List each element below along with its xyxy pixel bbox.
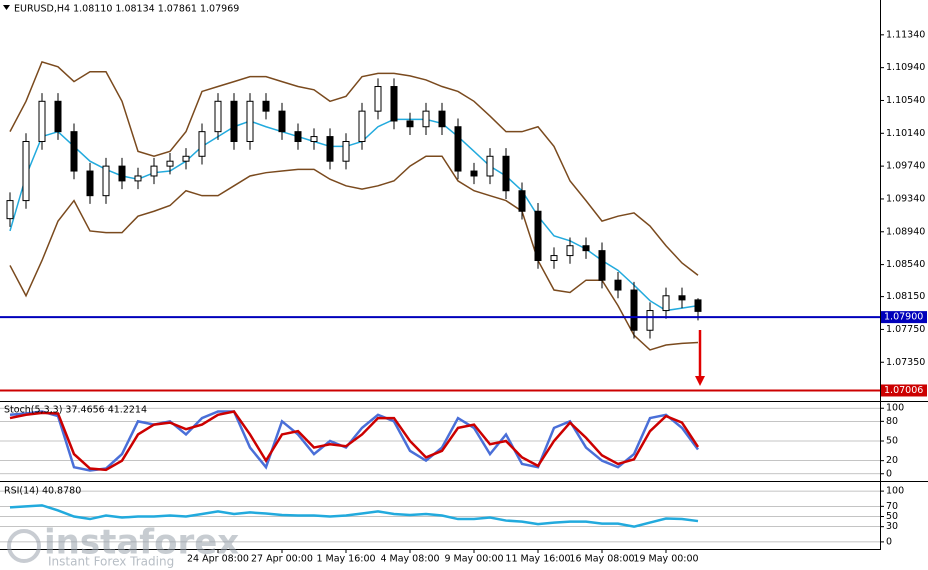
candle-body — [22, 141, 30, 202]
price-level-box — [881, 384, 927, 397]
candle-body — [518, 190, 526, 212]
indicator-line — [9, 155, 699, 351]
candle-body — [262, 100, 270, 112]
candle-body — [342, 141, 350, 162]
candle-body — [294, 131, 302, 143]
candle-body — [470, 170, 478, 177]
y-tick-label: 1.10940 — [886, 62, 925, 73]
candle-body — [102, 165, 110, 197]
x-tick-label: 9 May 00:00 — [444, 554, 503, 565]
y-tick-label: 100 — [886, 403, 904, 414]
candle-body — [38, 100, 46, 143]
candle-body — [214, 100, 222, 133]
candle-body — [662, 295, 670, 312]
price-level-box — [881, 311, 927, 324]
candle-body — [358, 110, 366, 143]
candle-body — [630, 289, 638, 331]
candle-body — [486, 155, 494, 177]
candle-body — [694, 299, 702, 312]
candle-body — [438, 110, 446, 128]
candle-body — [6, 200, 14, 220]
y-tick-label: 1.07350 — [886, 357, 925, 368]
candle-body — [182, 155, 190, 162]
candle-body — [54, 100, 62, 133]
y-tick-label: 20 — [886, 455, 898, 466]
panel-title: EURUSD,H4 1.08110 1.08134 1.07861 1.0796… — [14, 4, 239, 15]
indicator-line — [9, 410, 700, 472]
candle-body — [422, 110, 430, 128]
candle-body — [502, 155, 510, 192]
candle-body — [566, 245, 574, 257]
candle-body — [454, 126, 462, 172]
watermark: instaforex Instant Forex Trading — [7, 523, 239, 569]
price-level-label: 1.07900 — [884, 312, 923, 323]
candle-body — [86, 170, 94, 197]
y-tick-label: 1.07750 — [886, 324, 925, 335]
x-tick-label: 24 Apr 08:00 — [187, 554, 249, 565]
y-tick-label: 50 — [886, 436, 898, 447]
candle-body — [278, 110, 286, 133]
y-tick-label: 1.11340 — [886, 29, 925, 40]
y-tick-label: 1.09340 — [886, 193, 925, 204]
candle-body — [310, 136, 318, 143]
y-tick-label: 80 — [886, 416, 898, 427]
candle-body — [550, 255, 558, 261]
candle-body — [534, 210, 542, 261]
candle-body — [246, 100, 254, 143]
price-level-label: 1.07006 — [884, 385, 923, 396]
candle-body — [118, 165, 126, 182]
indicator-line — [9, 410, 700, 472]
y-tick-label: 30 — [886, 521, 898, 532]
y-tick-label: 1.08150 — [886, 291, 925, 302]
candle-body — [166, 160, 174, 167]
plot-area: 1.11340 1.10940 1.10540 1.10140 1.09740 1.093… — [0, 4, 927, 565]
x-tick-label: 11 May 16:00 — [505, 554, 570, 565]
x-tick-label: 4 May 08:00 — [380, 554, 439, 565]
candle-body — [70, 131, 78, 172]
indicator-line — [9, 504, 699, 528]
menu-triangle[interactable] — [3, 5, 10, 10]
y-tick-label: 50 — [886, 511, 898, 522]
x-tick-label: 16 May 08:00 — [569, 554, 634, 565]
watermark-logo — [7, 529, 41, 563]
indicator-line — [9, 60, 699, 276]
candle-body — [150, 165, 158, 177]
candle-body — [406, 120, 414, 128]
candle-body — [230, 100, 238, 143]
x-tick-label: 1 May 16:00 — [316, 554, 375, 565]
candle-body — [678, 295, 686, 301]
candle-body — [582, 245, 590, 252]
candle-body — [374, 86, 382, 112]
candle-body — [598, 250, 606, 281]
candle-body — [134, 175, 142, 182]
y-tick-label: 70 — [886, 501, 898, 512]
x-tick-label: 19 May 00:00 — [633, 554, 698, 565]
arrow-head — [695, 376, 705, 386]
candle-body — [198, 131, 206, 157]
candle-body — [390, 86, 398, 122]
y-tick-label: 0 — [886, 468, 892, 479]
y-tick-label: 100 — [886, 486, 904, 497]
panel-title: Stoch(5,3,3) 37.4656 41.2214 — [4, 405, 147, 416]
candle-body — [326, 136, 334, 162]
y-tick-label: 1.10540 — [886, 95, 925, 106]
candle-body — [646, 310, 654, 331]
candle-body — [614, 279, 622, 291]
x-tick-label: 27 Apr 00:00 — [251, 554, 313, 565]
y-tick-label: 1.09740 — [886, 161, 925, 172]
y-tick-label: 0 — [886, 536, 892, 547]
y-tick-label: 1.08540 — [886, 259, 925, 270]
watermark-brand: instaforex — [44, 523, 239, 563]
y-tick-label: 1.10140 — [886, 128, 925, 139]
y-tick-label: 1.08940 — [886, 226, 925, 237]
watermark-tagline: Instant Forex Trading — [48, 555, 174, 569]
panel-title: RSI(14) 40.8780 — [4, 486, 81, 497]
